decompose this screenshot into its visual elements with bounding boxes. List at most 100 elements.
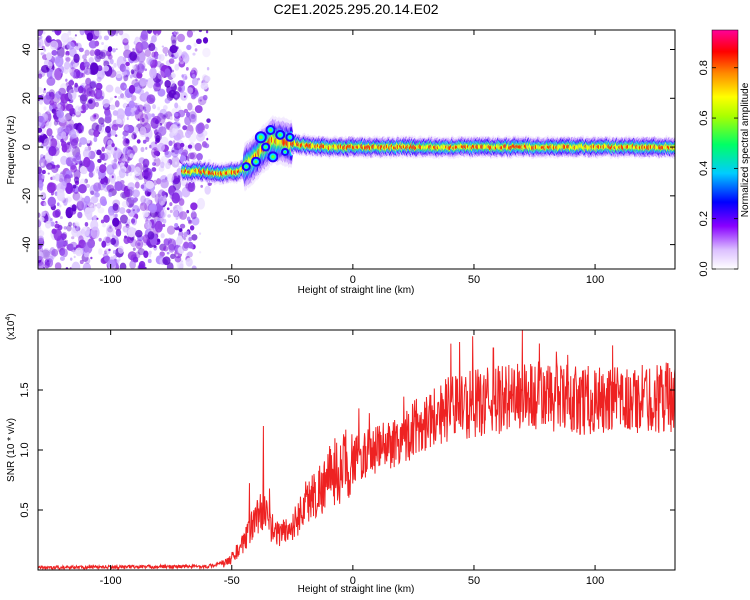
noise-speckle — [164, 150, 172, 158]
noise-speckle — [97, 207, 105, 214]
noise-speckle — [42, 89, 47, 94]
noise-speckle — [78, 235, 84, 244]
noise-speckle — [188, 237, 192, 242]
noise-speckle — [122, 146, 129, 155]
noise-speckle — [199, 99, 202, 102]
noise-speckle — [157, 88, 166, 97]
noise-speckle — [177, 86, 182, 92]
noise-speckle — [42, 31, 46, 35]
noise-speckle — [84, 195, 91, 204]
noise-speckle — [202, 47, 211, 58]
noise-speckle — [200, 184, 204, 188]
noise-speckle — [103, 250, 107, 255]
noise-speckle — [38, 116, 46, 128]
noise-speckle — [82, 148, 91, 159]
noise-speckle — [146, 56, 153, 66]
noise-speckle — [139, 126, 147, 138]
noise-speckle — [73, 255, 76, 259]
noise-speckle — [57, 224, 63, 231]
noise-speckle — [149, 67, 157, 79]
noise-speckle — [78, 95, 81, 98]
noise-speckle — [78, 47, 84, 53]
noise-speckle — [132, 208, 135, 212]
noise-speckle — [100, 219, 105, 224]
snr-y-tick-label: 0.5 — [19, 502, 31, 517]
noise-speckle — [60, 172, 63, 175]
noise-speckle — [77, 211, 83, 219]
noise-speckle — [149, 144, 152, 149]
noise-speckle — [188, 111, 197, 123]
noise-speckle — [38, 237, 45, 246]
noise-speckle — [171, 192, 181, 204]
noise-speckle — [206, 118, 211, 123]
noise-speckle — [60, 71, 64, 74]
noise-speckle — [174, 255, 182, 263]
noise-speckle — [174, 94, 178, 98]
noise-speckle — [167, 214, 171, 218]
noise-speckle — [164, 209, 167, 213]
noise-speckle — [46, 259, 50, 263]
noise-speckle — [157, 70, 165, 80]
noise-speckle — [40, 143, 45, 149]
noise-speckle — [119, 214, 128, 224]
noise-speckle — [114, 147, 118, 151]
noise-speckle — [182, 135, 185, 138]
snr-multiplier-close: ) — [6, 313, 17, 316]
noise-speckle — [128, 84, 136, 94]
noise-speckle — [147, 119, 150, 123]
noise-speckle — [112, 250, 117, 254]
noise-speckle — [131, 95, 137, 102]
noise-speckle — [136, 72, 143, 79]
noise-speckle — [110, 237, 117, 246]
noise-speckle — [54, 30, 62, 36]
noise-speckle — [114, 100, 120, 108]
noise-speckle — [99, 51, 106, 60]
noise-speckle — [171, 72, 176, 79]
noise-speckle — [120, 93, 125, 99]
noise-speckle — [43, 94, 52, 105]
noise-speckle — [98, 237, 102, 242]
noise-speckle — [145, 220, 153, 229]
noise-speckle — [95, 82, 103, 91]
snr-x-tick-label: -100 — [100, 575, 122, 587]
noise-speckle — [171, 39, 177, 47]
noise-speckle — [44, 220, 52, 229]
noise-speckle — [51, 30, 55, 33]
noise-speckle — [172, 177, 182, 191]
noise-speckle — [121, 200, 129, 208]
noise-speckle — [162, 114, 167, 120]
noise-speckle — [112, 217, 120, 227]
noise-speckle — [70, 174, 74, 178]
noise-speckle — [135, 239, 144, 250]
noise-speckle — [97, 158, 102, 163]
noise-speckle — [75, 162, 78, 166]
noise-speckle — [85, 77, 92, 86]
noise-speckle — [51, 228, 57, 235]
noise-speckle — [206, 137, 209, 141]
noise-speckle — [88, 56, 94, 64]
noise-speckle — [144, 49, 152, 57]
spectrogram-y-tick-label: 20 — [21, 92, 33, 104]
noise-speckle — [142, 158, 150, 168]
noise-speckle — [54, 67, 63, 81]
noise-speckle — [70, 138, 78, 149]
noise-speckle — [74, 193, 83, 203]
noise-speckle — [101, 198, 107, 207]
noise-speckle — [89, 49, 96, 57]
noise-speckle — [195, 123, 204, 135]
noise-speckle — [135, 78, 138, 82]
noise-speckle — [166, 173, 175, 183]
noise-speckle — [105, 236, 111, 244]
colorbar-tick-label: 0.2 — [698, 211, 710, 226]
noise-speckle — [200, 82, 209, 90]
noise-speckle — [84, 221, 89, 227]
noise-speckle — [147, 258, 152, 264]
noise-speckle — [73, 176, 80, 184]
noise-speckle — [125, 125, 129, 132]
noise-speckle — [164, 79, 171, 88]
noise-speckle — [60, 155, 68, 165]
noise-speckle — [38, 30, 44, 37]
noise-speckle — [114, 134, 118, 137]
noise-speckle — [107, 53, 113, 60]
noise-speckle — [96, 68, 105, 80]
